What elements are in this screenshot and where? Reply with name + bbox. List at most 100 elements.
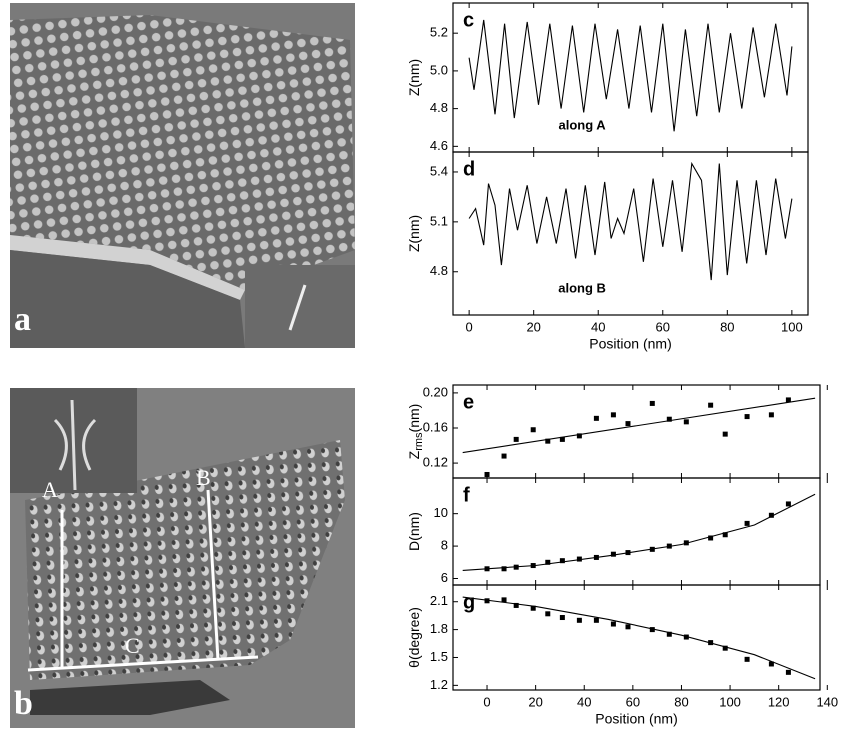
annotation: along B bbox=[558, 280, 606, 295]
data-point bbox=[501, 597, 507, 603]
data-point bbox=[649, 627, 655, 633]
data-point bbox=[593, 415, 599, 421]
data-point bbox=[559, 615, 565, 621]
data-point bbox=[768, 661, 774, 667]
y-tick-label: 4.8 bbox=[430, 263, 448, 278]
data-point bbox=[559, 436, 565, 442]
y-tick-label: 10 bbox=[434, 505, 448, 520]
data-point bbox=[625, 624, 631, 630]
x-tick-label: 0 bbox=[466, 319, 473, 334]
y-tick-label: 4.6 bbox=[430, 138, 448, 153]
y-tick-label: 5.2 bbox=[430, 25, 448, 40]
data-point bbox=[785, 501, 791, 507]
data-point bbox=[610, 621, 616, 627]
data-point bbox=[530, 427, 536, 433]
y-tick-label: 5.4 bbox=[430, 163, 448, 178]
x-tick-label: 100 bbox=[781, 319, 803, 334]
y-tick-label: 0.16 bbox=[423, 419, 448, 434]
data-point bbox=[649, 400, 655, 406]
y-tick-label: 2.1 bbox=[430, 593, 448, 608]
data-point bbox=[593, 617, 599, 623]
plot-frame bbox=[452, 384, 821, 479]
data-point bbox=[513, 436, 519, 442]
data-point bbox=[744, 520, 750, 526]
data-point bbox=[501, 453, 507, 459]
data-point bbox=[785, 397, 791, 403]
y-tick-label: 0.12 bbox=[423, 455, 448, 470]
data-point bbox=[722, 532, 728, 538]
data-point bbox=[545, 611, 551, 617]
data-line bbox=[468, 161, 793, 281]
x-tick-label: 20 bbox=[528, 694, 542, 709]
data-point bbox=[530, 605, 536, 611]
data-point bbox=[768, 412, 774, 418]
plot-frame bbox=[452, 2, 809, 153]
plot-frame bbox=[452, 477, 821, 586]
y-axis-label-sub: rms bbox=[413, 432, 425, 451]
x-axis-label: Position (nm) bbox=[595, 711, 677, 727]
data-point bbox=[708, 402, 714, 408]
data-point bbox=[666, 631, 672, 637]
data-point bbox=[576, 433, 582, 439]
y-axis-label: D(nm) bbox=[406, 512, 422, 551]
data-point bbox=[484, 471, 490, 477]
data-point bbox=[576, 617, 582, 623]
panel-label: c bbox=[463, 9, 474, 31]
data-point bbox=[576, 556, 582, 562]
data-point bbox=[708, 535, 714, 541]
y-axis-label-text: Z(nm) bbox=[406, 215, 422, 252]
panel-label: f bbox=[463, 484, 470, 506]
y-tick-label: 1.2 bbox=[430, 677, 448, 692]
fit-line bbox=[462, 596, 816, 680]
data-point bbox=[666, 416, 672, 422]
y-tick-label: 1.5 bbox=[430, 649, 448, 664]
y-axis-label-text: θ(degree) bbox=[406, 607, 422, 668]
x-tick-label: 140 bbox=[816, 694, 838, 709]
y-axis-label-text: Z bbox=[406, 450, 422, 459]
plot-frame bbox=[452, 151, 809, 316]
line-label: A bbox=[42, 477, 58, 502]
y-tick-label: 5.1 bbox=[430, 213, 448, 228]
data-point bbox=[768, 512, 774, 518]
data-line bbox=[468, 19, 793, 132]
data-point bbox=[744, 414, 750, 420]
data-point bbox=[610, 412, 616, 418]
y-axis-label: Zrms(nm) bbox=[406, 404, 425, 460]
panel-label: e bbox=[463, 391, 474, 413]
x-tick-label: 100 bbox=[719, 694, 741, 709]
y-tick-label: 1.8 bbox=[430, 621, 448, 636]
y-axis-label-suffix: (nm) bbox=[406, 404, 422, 433]
y-tick-label: 4.8 bbox=[430, 100, 448, 115]
y-axis-label-text: D(nm) bbox=[406, 512, 422, 551]
y-axis-label: Z(nm) bbox=[406, 59, 422, 96]
data-point bbox=[683, 419, 689, 425]
plot-frame bbox=[452, 584, 821, 691]
data-point bbox=[785, 669, 791, 675]
fit-line bbox=[462, 493, 816, 571]
x-tick-label: 20 bbox=[526, 319, 540, 334]
annotation: along A bbox=[558, 117, 606, 132]
data-point bbox=[625, 421, 631, 427]
data-point bbox=[545, 559, 551, 565]
panel-label: g bbox=[463, 591, 475, 613]
y-tick-label: 8 bbox=[441, 538, 448, 553]
x-tick-label: 120 bbox=[768, 694, 790, 709]
data-point bbox=[501, 566, 507, 572]
data-point bbox=[722, 645, 728, 651]
x-tick-label: 40 bbox=[577, 694, 591, 709]
y-axis-label-text: Z(nm) bbox=[406, 59, 422, 96]
panel-label: d bbox=[463, 158, 475, 180]
data-point bbox=[513, 602, 519, 608]
y-tick-label: 0.20 bbox=[423, 384, 448, 399]
line-label: C bbox=[125, 633, 140, 658]
data-point bbox=[722, 431, 728, 437]
data-point bbox=[545, 438, 551, 444]
image-a: a bbox=[10, 3, 355, 348]
x-tick-label: 80 bbox=[674, 694, 688, 709]
x-tick-label: 0 bbox=[483, 694, 490, 709]
x-tick-label: 60 bbox=[626, 694, 640, 709]
x-tick-label: 40 bbox=[591, 319, 605, 334]
image-b: A B C b bbox=[10, 388, 355, 728]
x-tick-label: 80 bbox=[720, 319, 734, 334]
